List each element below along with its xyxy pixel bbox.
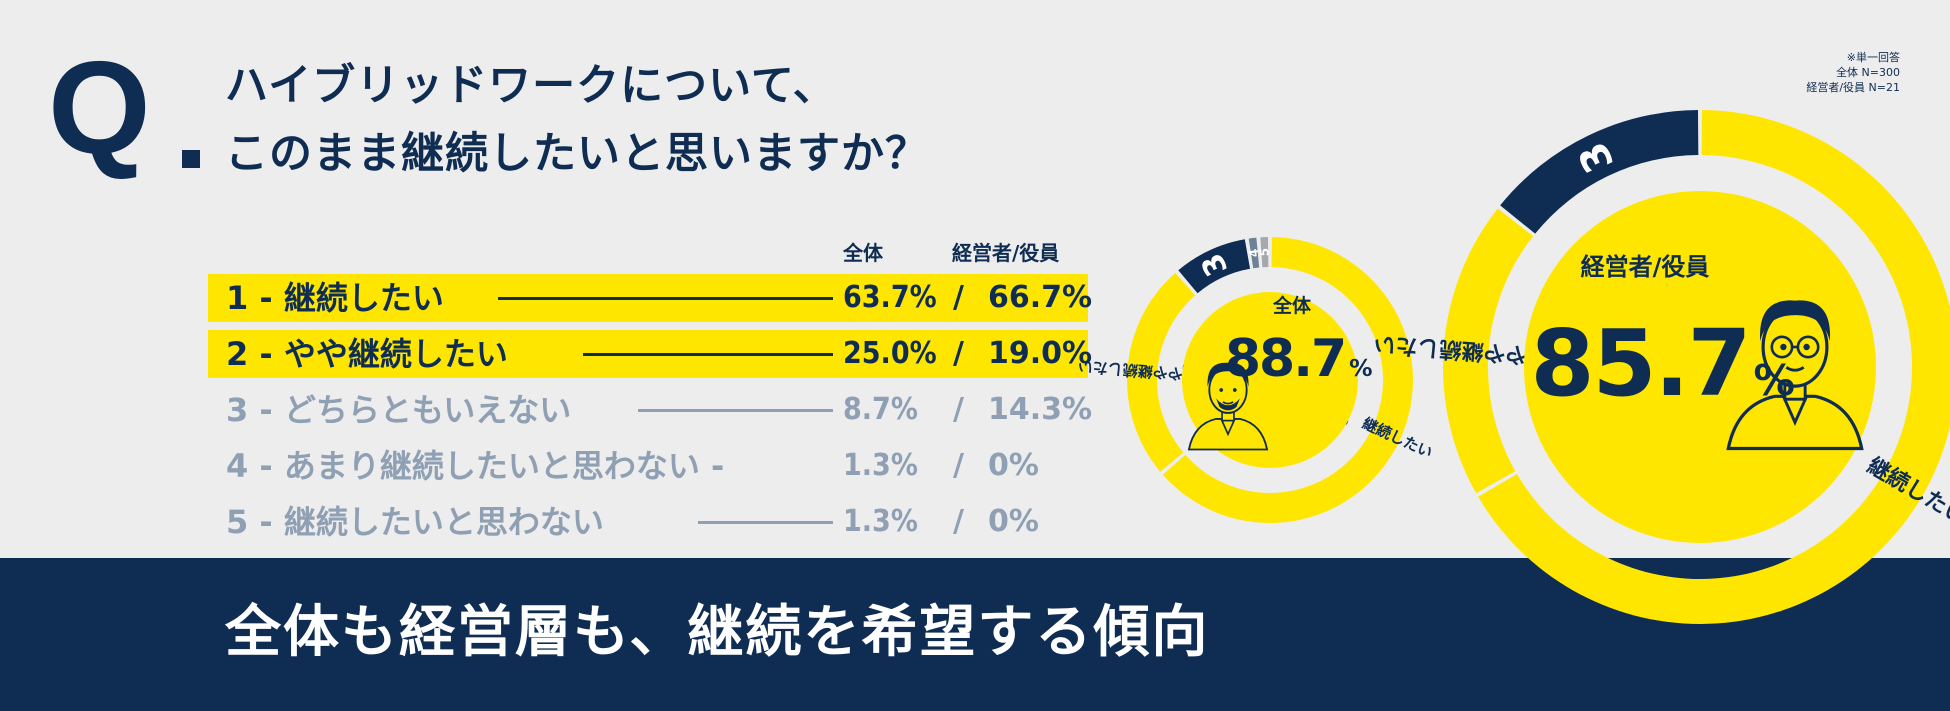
- donut-slice-4: [1248, 237, 1260, 269]
- table-row: 1 - 継続したい 63.7% / 66.7%: [208, 274, 1092, 322]
- row-value-all: 1.3%: [843, 448, 918, 483]
- note-line-3: 経営者/役員 N=21: [1806, 81, 1900, 94]
- donut-slice-1: [1162, 237, 1414, 523]
- donut-slice-2: [1127, 272, 1196, 472]
- row-separator: /: [953, 280, 964, 315]
- row-value-all: 25.0%: [843, 336, 937, 371]
- donut-chart-all: 1継続したい2やや継続したい345全体88.7%: [1077, 237, 1435, 523]
- leader-line: [498, 297, 833, 300]
- note-line-1: ※単一回答: [1846, 51, 1900, 64]
- donut-slice-5: [1260, 237, 1269, 268]
- donut-slice-3: [1178, 239, 1251, 294]
- person-illustration-icon: [1187, 362, 1269, 451]
- leader-line: [638, 409, 833, 412]
- column-header-all: 全体: [843, 241, 883, 265]
- row-label: 3 - どちらともいえない: [226, 391, 572, 429]
- leader-line: [698, 521, 833, 524]
- table-row: 4 - あまり継続したいと思わない - 1.3% / 0%: [208, 442, 1088, 490]
- donut-center-value: 85.7: [1531, 310, 1750, 417]
- donut-center-unit: %: [1754, 357, 1795, 405]
- row-separator: /: [953, 448, 964, 483]
- question-mark: Q: [48, 34, 151, 181]
- slice-category-number: 5: [1257, 248, 1271, 257]
- donut-center-title: 経営者/役員: [1581, 253, 1710, 281]
- row-label: 5 - 継続したいと思わない: [226, 503, 604, 541]
- row-value-exec: 0%: [988, 448, 1039, 483]
- donut-center-value: 88.7: [1225, 329, 1345, 389]
- donut-slice-3: [1500, 110, 1699, 234]
- row-separator: /: [953, 336, 964, 371]
- table-row: 3 - どちらともいえない 8.7% / 14.3%: [208, 386, 1092, 434]
- row-separator: /: [953, 504, 964, 539]
- row-value-exec: 66.7%: [988, 280, 1093, 315]
- column-header-exec: 経営者/役員: [952, 241, 1060, 265]
- leader-line: [583, 353, 833, 356]
- slice-label-group: 4: [1246, 248, 1261, 258]
- row-label: 1 - 継続したい: [226, 279, 444, 317]
- row-value-all: 8.7%: [843, 392, 918, 427]
- donut-center-unit: %: [1349, 354, 1372, 382]
- row-value-all: 63.7%: [843, 280, 937, 315]
- footer-headline: 全体も経営層も、継続を希望する傾向: [225, 600, 1210, 665]
- row-value-exec: 19.0%: [988, 336, 1093, 371]
- row-value-exec: 14.3%: [988, 392, 1093, 427]
- donut-slice-2: [1443, 208, 1534, 494]
- row-label: 4 - あまり継続したいと思わない -: [226, 447, 725, 485]
- note-line-2: 全体 N=300: [1836, 66, 1900, 79]
- person-illustration-icon: [1726, 300, 1864, 451]
- donut-center-disc: [1524, 191, 1876, 543]
- table-row: 2 - やや継続したい 25.0% / 19.0%: [208, 330, 1092, 378]
- slice-category-number: 4: [1246, 248, 1261, 258]
- slice-label-group: 5: [1257, 248, 1271, 257]
- question-text: ハイブリッドワークについて、 このまま継続したいと思いますか？: [225, 52, 929, 188]
- question-line-2: このまま継続したいと思いますか？: [225, 129, 929, 179]
- row-value-all: 1.3%: [843, 504, 918, 539]
- row-separator: /: [953, 392, 964, 427]
- donut-center-title: 全体: [1272, 294, 1312, 317]
- sample-note: ※単一回答 全体 N=300 経営者/役員 N=21: [1806, 50, 1900, 95]
- row-label: 2 - やや継続したい: [226, 335, 508, 373]
- question-line-1: ハイブリッドワークについて、: [225, 61, 837, 111]
- question-dot: [182, 150, 200, 168]
- table-row: 5 - 継続したいと思わない 1.3% / 0%: [208, 498, 1088, 546]
- row-value-exec: 0%: [988, 504, 1039, 539]
